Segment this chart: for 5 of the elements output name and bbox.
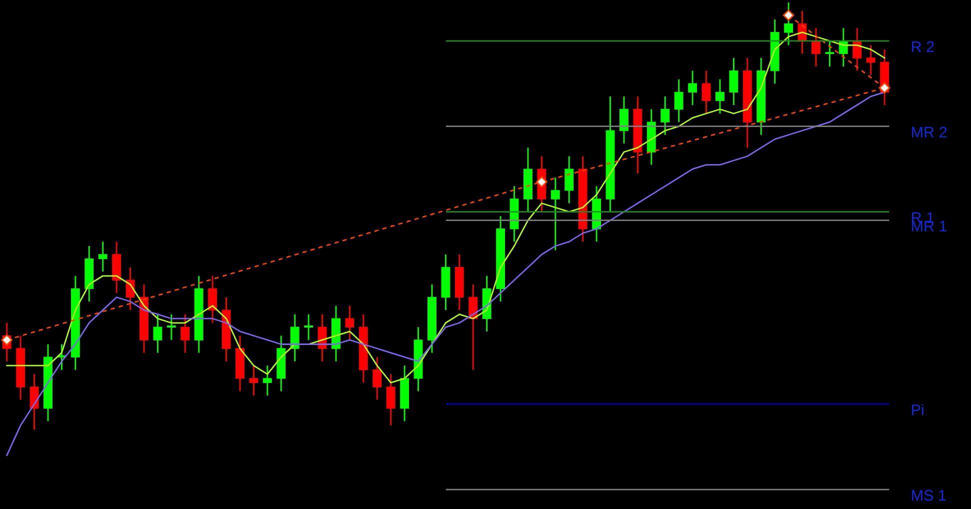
ref-line-label: Pi [912, 404, 924, 416]
ref-line-label: R 2 [912, 41, 934, 52]
ref-line-label: MR 2 [912, 126, 947, 138]
ref-line-label: MS 1 [912, 490, 946, 501]
ref-line-label: MR 1 [912, 220, 947, 232]
